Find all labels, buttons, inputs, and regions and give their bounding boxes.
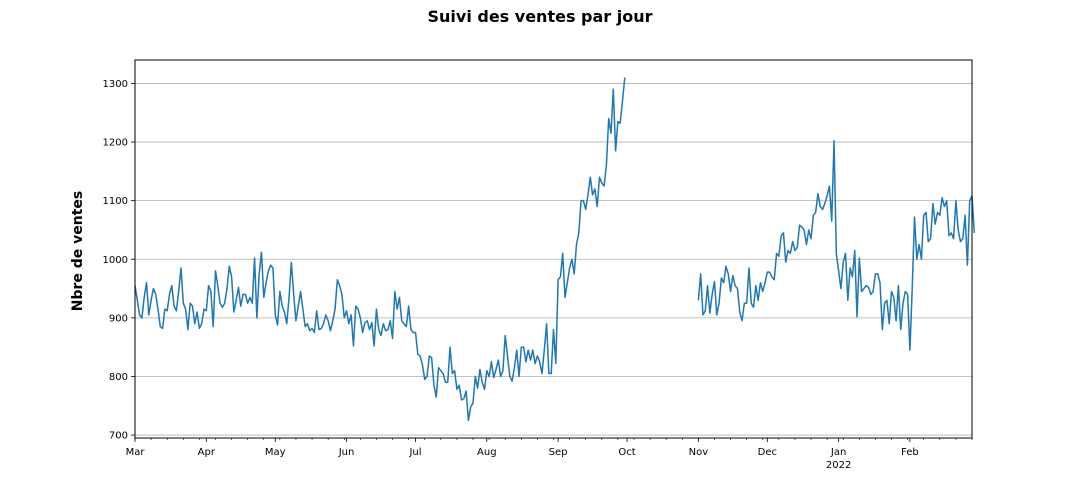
series-line [697, 140, 976, 351]
x-tick-label: Apr [198, 447, 216, 458]
x-tick-label: May [265, 447, 286, 458]
y-tick-label: 800 [109, 372, 128, 383]
y-tick-label: 900 [109, 313, 128, 324]
x-axis: Mar Apr May Jun Jul Aug Sep Oct Nov Dec Jan 2022 Feb [126, 438, 973, 471]
x-tick-label: Jul [408, 447, 421, 458]
y-axis: 700 800 900 1000 1100 1200 1300 [103, 79, 135, 442]
series-line [134, 77, 626, 422]
y-tick-label: 700 [109, 431, 128, 442]
series-group [134, 77, 976, 422]
chart-title: Suivi des ventes par jour [427, 7, 652, 26]
y-tick-label: 1200 [103, 138, 128, 149]
y-tick-label: 1100 [103, 196, 128, 207]
x-tick-label: Mar [126, 447, 146, 458]
x-tick-year-label: 2022 [826, 460, 851, 471]
x-tick-label: Oct [618, 447, 635, 458]
x-tick-label: Feb [901, 447, 919, 458]
gridlines [135, 83, 972, 436]
x-tick-label: Sep [549, 447, 568, 458]
x-tick-label: Dec [758, 447, 777, 458]
x-tick-label: Nov [689, 447, 709, 458]
plot-frame [134, 59, 973, 439]
x-tick-label: Jun [338, 447, 355, 458]
y-axis-label: Nbre de ventes [70, 191, 86, 312]
x-tick-label: Jan [830, 447, 846, 458]
x-tick-label: Aug [477, 447, 497, 458]
y-tick-label: 1300 [103, 79, 128, 90]
y-tick-label: 1000 [103, 255, 128, 266]
